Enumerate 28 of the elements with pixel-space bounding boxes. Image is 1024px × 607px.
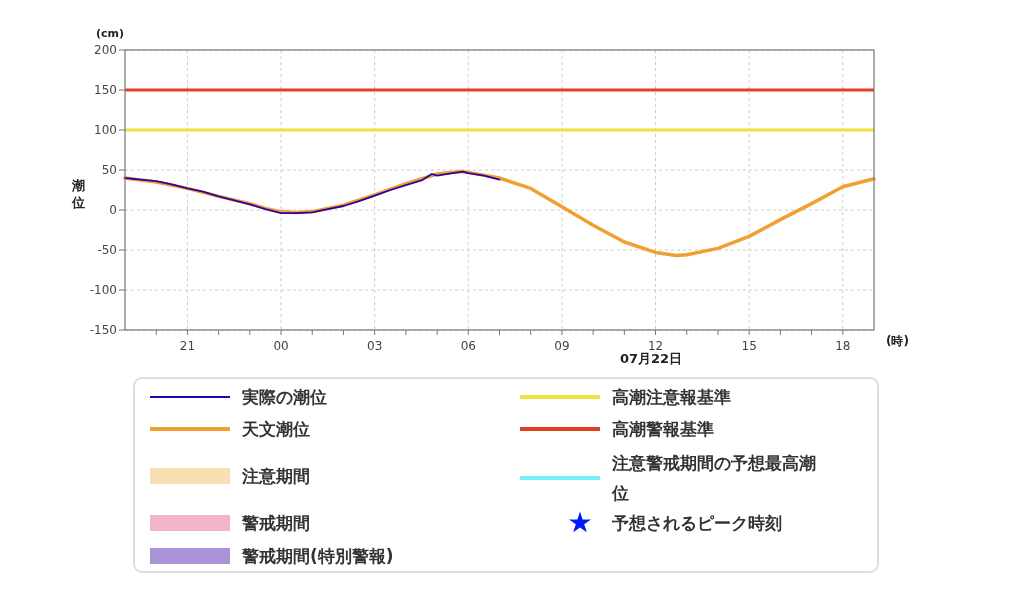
y-tick-label: -100	[89, 283, 117, 298]
y-axis-title: 潮位	[70, 178, 85, 210]
text: (cm)	[95, 27, 125, 40]
legend-label: 警戒期間(特別警報)	[241, 545, 394, 566]
legend-label: 予想されるピーク時刻	[611, 512, 782, 533]
y-tick-label: 100	[94, 123, 117, 138]
y-tick-label: 200	[94, 43, 117, 58]
x-tick-label: 00	[273, 339, 289, 354]
x-tick-label: 03	[367, 339, 383, 354]
legend-label: 高潮注意報基準	[612, 386, 731, 407]
y-tick-label: -50	[97, 243, 117, 258]
x-tick-label: 06	[460, 339, 476, 354]
x-tick-label: 18	[835, 339, 851, 354]
legend-label: 警戒期間	[241, 512, 310, 533]
legend-label: 注意期間	[241, 465, 310, 486]
legend-label: 注意警戒期間の予想最高潮位	[611, 452, 816, 503]
legend-label: 天文潮位	[241, 418, 310, 439]
y-tick-label: 150	[94, 83, 117, 98]
x-tick-label: 15	[741, 339, 757, 354]
legend-label: 実際の潮位	[241, 386, 327, 407]
x-axis-title: (時)	[886, 334, 909, 349]
x-tick-label: 09	[554, 339, 570, 354]
text: 07月22日	[619, 350, 683, 366]
y-tick-label: 0	[109, 203, 117, 218]
x-tick-label: 21	[179, 339, 196, 354]
y-tick-label: 50	[101, 163, 117, 178]
legend-label: 高潮警報基準	[612, 418, 714, 439]
y-tick-label: -150	[89, 323, 117, 338]
